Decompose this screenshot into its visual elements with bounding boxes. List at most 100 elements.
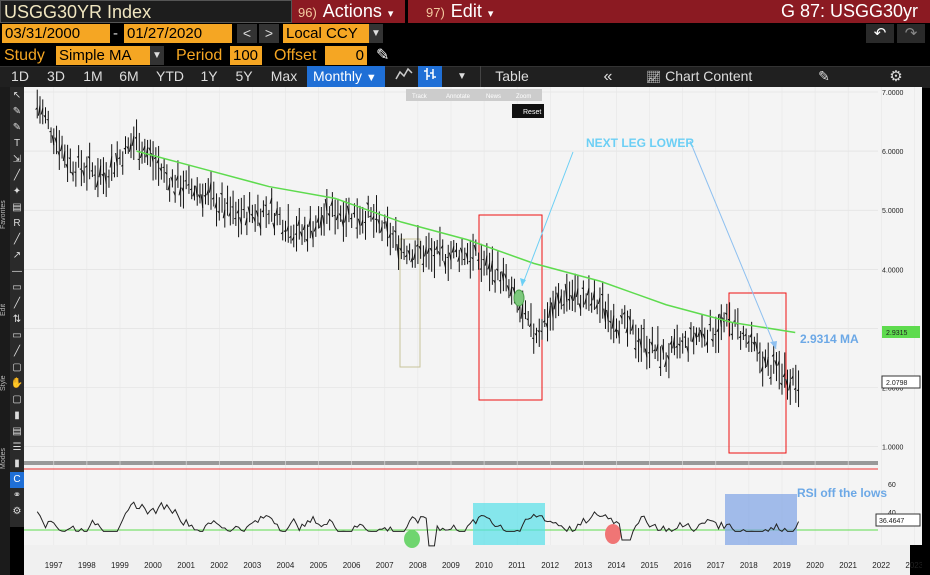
price-bar-open <box>454 248 457 253</box>
annotate-icon[interactable]: ✎ <box>12 122 22 133</box>
edit-label: Edit <box>450 1 482 21</box>
actions-menu[interactable]: 96) Actions ▾ <box>292 0 405 23</box>
color-icon[interactable]: ▮ <box>14 458 20 469</box>
price-bar-open <box>59 143 63 152</box>
annotation-box-2011[interactable] <box>478 214 543 401</box>
period-input[interactable]: 100 <box>230 46 262 65</box>
pin-icon[interactable]: ✦ <box>12 186 22 197</box>
price-bar-open <box>228 212 231 217</box>
chart-content-button[interactable]: 📈︎ Chart Content <box>646 66 796 87</box>
range-max[interactable]: Max <box>270 68 298 84</box>
select-icon[interactable]: ▢ <box>12 362 22 373</box>
settings-icon[interactable]: ⚙ <box>12 506 22 517</box>
trend-icon[interactable]: ╱ <box>13 170 21 181</box>
hline-icon[interactable]: — <box>12 266 22 277</box>
line-chart-icon[interactable] <box>392 66 416 87</box>
mini-annotate[interactable]: Annotate <box>446 94 471 100</box>
chevron-down-icon[interactable]: ▼ <box>150 46 164 65</box>
label-icon[interactable]: ▭ <box>12 330 22 341</box>
gear-icon[interactable]: ⚙ <box>889 68 903 85</box>
fill-icon[interactable]: ▮ <box>14 410 20 421</box>
price-bar-open <box>520 303 524 319</box>
hand-icon[interactable]: ✋ <box>10 378 24 389</box>
measure-icon[interactable]: ⇲ <box>12 154 22 165</box>
reset-label: Reset <box>523 109 541 116</box>
brush-icon[interactable]: ╱ <box>13 298 21 309</box>
price-bar-open <box>793 387 797 391</box>
start-date-input[interactable]: 03/31/2000 <box>2 24 110 43</box>
retracement-icon[interactable]: R <box>13 218 21 229</box>
price-bar-open <box>686 346 689 353</box>
pencil-icon[interactable]: ✎ <box>376 47 390 64</box>
chevron-down-icon[interactable]: ▼ <box>457 71 467 82</box>
side-tab-modes[interactable]: Modes <box>0 447 7 469</box>
side-tab-edit[interactable]: Edit <box>0 303 7 317</box>
frequency-select[interactable]: Monthly ▼ <box>307 66 385 87</box>
price-bar-open <box>308 218 311 228</box>
price-bar-open <box>62 151 66 162</box>
currency-select[interactable]: Local CCY <box>283 24 369 43</box>
width-icon[interactable]: ☰ <box>12 442 22 453</box>
edit-icon[interactable]: ✎ <box>818 68 830 84</box>
arrow-icon[interactable]: ↗ <box>12 250 22 261</box>
mini-zoom[interactable]: Zoom <box>516 94 531 100</box>
price-bar-open <box>545 322 549 329</box>
chevron-right-icon[interactable]: > <box>259 24 279 43</box>
table-button[interactable]: Table <box>480 66 543 87</box>
line-tool-icon[interactable]: ╱ <box>13 234 21 245</box>
study-select[interactable]: Simple MA <box>56 46 150 65</box>
price-bar-open <box>261 210 264 213</box>
stroke-icon[interactable]: ▤ <box>12 426 22 437</box>
end-date-input[interactable]: 01/27/2020 <box>124 24 232 43</box>
price-chart[interactable]: NEXT LEG LOWER 2.9314 MA 7.0000 6.0000 5.0… <box>10 87 922 575</box>
cycle-icon[interactable]: ⇅ <box>12 314 22 325</box>
pane-divider[interactable] <box>24 461 910 465</box>
box-icon[interactable]: ▭ <box>12 282 22 293</box>
cursor-icon[interactable]: ↖ <box>12 90 22 101</box>
price-bar-open <box>322 215 325 227</box>
price-bar-open <box>757 351 761 354</box>
range-1m[interactable]: 1M <box>83 68 103 84</box>
price-bar-open <box>705 340 708 346</box>
price-bar-open <box>708 323 711 326</box>
range-5y[interactable]: 5Y <box>235 68 253 84</box>
ticker-field[interactable]: USGG30YR Index <box>0 0 292 23</box>
price-bar-open <box>98 165 102 178</box>
link-icon[interactable]: ⚭ <box>12 490 22 501</box>
drawing-tools[interactable]: ↖ ✎ ✎ T ⇲ ╱ ✦ ▤ R ╱ ↗ — ▭ ╱ ⇅ ▭ ╱ ▢ ✋ ▢ … <box>10 88 24 528</box>
price-bar-open <box>746 340 750 345</box>
mini-news[interactable]: News <box>486 94 501 100</box>
annotation-box-2008[interactable] <box>399 238 421 368</box>
price-bar-open <box>93 174 96 176</box>
redo-icon[interactable]: ↷ <box>897 24 925 43</box>
chevron-left-icon[interactable]: < <box>237 24 257 43</box>
range-3d[interactable]: 3D <box>47 68 65 84</box>
price-bar-open <box>319 217 322 229</box>
side-tab-favorites[interactable]: Favorites <box>0 200 7 230</box>
price-bar-open <box>181 187 184 192</box>
shape-icon[interactable]: ▢ <box>12 394 22 405</box>
annotation-box-2019[interactable] <box>728 292 787 454</box>
channel-icon[interactable]: ▤ <box>12 202 22 213</box>
collapse-icon[interactable]: « <box>603 68 613 85</box>
price-bar-open <box>289 235 292 239</box>
pen-icon[interactable]: ✎ <box>12 106 22 117</box>
bar-chart-icon[interactable] <box>418 66 442 87</box>
side-tab-style[interactable]: Style <box>0 375 7 391</box>
chevron-down-icon[interactable]: ▼ <box>369 24 383 43</box>
range-1d[interactable]: 1D <box>11 68 29 84</box>
text-icon[interactable]: T <box>13 138 21 149</box>
modes-c-icon[interactable]: C <box>10 472 24 488</box>
moving-average-line <box>136 150 796 334</box>
range-6m[interactable]: 6M <box>119 68 139 84</box>
reset-button[interactable] <box>512 104 544 118</box>
edit-menu[interactable]: 97) Edit ▾ <box>408 0 521 23</box>
range-1y[interactable]: 1Y <box>200 68 218 84</box>
mini-track[interactable]: Track <box>412 94 428 100</box>
last-value-text: 2.0798 <box>886 380 908 387</box>
ma-value-text: 2.9315 <box>886 330 908 337</box>
eraser-icon[interactable]: ╱ <box>13 346 21 357</box>
undo-icon[interactable]: ↶ <box>866 24 894 43</box>
offset-input[interactable]: 0 <box>325 46 367 65</box>
range-ytd[interactable]: YTD <box>156 68 184 84</box>
